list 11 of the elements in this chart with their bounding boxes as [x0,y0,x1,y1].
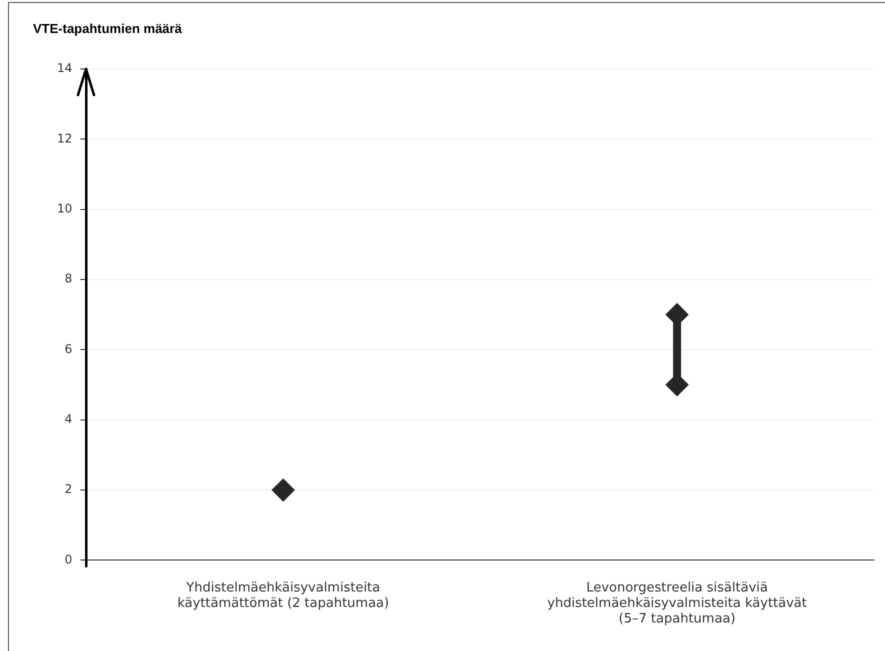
x-tick-label: Yhdistelmäehkäisyvalmisteita käyttämättömät (2 tapahtumaa) [177,580,390,611]
y-tick-label: 8 [64,272,72,286]
y-tick-label: 12 [56,131,72,146]
x-tick-label: Levonorgestreelia sisältäviä yhdistelmäehkäisyvalmisteita käyttävät (5–7 tapahtumaa) [547,580,807,627]
y-tick-label: 6 [64,342,72,356]
y-axis-title: VTE-tapahtumien määrä [33,21,183,37]
y-tick-label: 4 [64,412,72,426]
y-tick-label: 2 [64,482,72,496]
y-tick-label: 10 [56,201,72,216]
y-tick-label: 0 [64,552,72,566]
y-tick-label: 14 [56,61,72,76]
